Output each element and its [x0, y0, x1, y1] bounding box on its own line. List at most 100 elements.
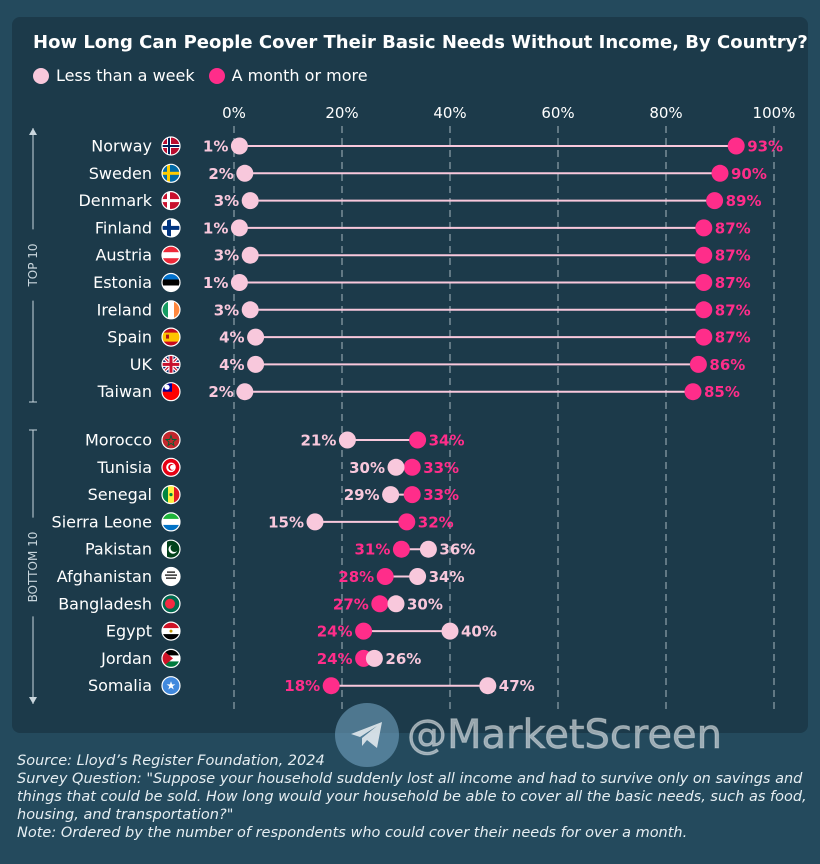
watermark: @MarketScreen	[335, 703, 723, 767]
dot-month-or-more	[376, 568, 394, 585]
dot-month-or-more	[695, 274, 713, 291]
flag-taiwan-icon	[161, 382, 181, 402]
country-label-morocco: Morocco	[85, 431, 152, 450]
country-label-sierra-leone: Sierra Leone	[52, 512, 152, 531]
dot-less-than-week	[247, 328, 265, 346]
value-label-less-than-week: 3%	[214, 192, 239, 210]
dot-less-than-week	[338, 431, 356, 449]
flag-tunisia-icon	[161, 457, 181, 477]
value-label-less-than-week: 15%	[268, 513, 304, 531]
value-label-less-than-week: 30%	[349, 459, 385, 477]
dot-month-or-more	[695, 219, 713, 237]
flag-egypt-icon	[161, 621, 181, 641]
dot-less-than-week	[241, 246, 259, 264]
footer-question: Survey Question: "Suppose your household…	[17, 771, 812, 823]
value-label-less-than-week: 40%	[461, 623, 497, 641]
value-label-month-or-more: 90%	[731, 165, 767, 183]
dot-less-than-week	[230, 274, 248, 291]
value-label-less-than-week: 3%	[214, 301, 239, 319]
value-label-month-or-more: 18%	[284, 677, 320, 695]
value-label-month-or-more: 28%	[338, 568, 374, 586]
dot-month-or-more	[409, 431, 427, 449]
dot-less-than-week	[247, 355, 265, 373]
group-label: BOTTOM 10	[26, 532, 40, 603]
value-label-month-or-more: 34%	[429, 432, 465, 450]
value-label-month-or-more: 87%	[715, 301, 751, 319]
x-tick-label: 20%	[325, 104, 358, 122]
flag-morocco-icon	[161, 430, 181, 450]
value-label-less-than-week: 47%	[499, 677, 535, 695]
value-label-less-than-week: 36%	[439, 541, 475, 559]
dot-month-or-more	[727, 137, 745, 155]
value-label-month-or-more: 85%	[704, 383, 740, 401]
group-label: TOP 10	[26, 243, 40, 287]
legend-label-month-or-more: A month or more	[231, 66, 368, 85]
value-label-month-or-more: 32%	[418, 513, 454, 531]
flag-estonia-icon	[161, 272, 181, 293]
value-label-less-than-week: 2%	[208, 383, 233, 401]
arrow-up-icon	[29, 128, 37, 135]
country-label-uk: UK	[130, 355, 153, 374]
value-label-month-or-more: 93%	[747, 138, 783, 156]
country-label-egypt: Egypt	[106, 622, 152, 641]
dot-month-or-more	[695, 246, 713, 264]
legend-label-less-than-week: Less than a week	[56, 66, 195, 85]
x-tick-label: 0%	[222, 104, 246, 122]
value-label-less-than-week: 4%	[219, 329, 244, 347]
dot-month-or-more	[322, 677, 340, 695]
dot-month-or-more	[371, 595, 389, 613]
country-label-norway: Norway	[91, 137, 152, 156]
country-label-taiwan: Taiwan	[97, 382, 152, 401]
dot-less-than-week	[236, 383, 254, 401]
country-label-ireland: Ireland	[97, 300, 152, 319]
legend: Less than a week A month or more	[33, 66, 382, 85]
x-tick-label: 100%	[753, 104, 796, 122]
value-label-month-or-more: 27%	[333, 595, 369, 613]
flag-denmark-icon	[161, 191, 181, 211]
value-label-month-or-more: 87%	[715, 274, 751, 292]
value-label-month-or-more: 87%	[715, 219, 751, 237]
dot-month-or-more	[695, 301, 713, 319]
value-label-month-or-more: 31%	[354, 541, 390, 559]
dot-less-than-week	[230, 219, 248, 237]
legend-item-month-or-more: A month or more	[208, 66, 368, 85]
footer-note: Note: Ordered by the number of responden…	[17, 825, 688, 841]
dot-less-than-week	[241, 192, 259, 210]
dot-less-than-week	[230, 137, 248, 155]
dot-less-than-week	[479, 677, 497, 695]
country-label-austria: Austria	[95, 246, 152, 265]
value-label-less-than-week: 1%	[203, 219, 228, 237]
dot-month-or-more	[695, 328, 713, 346]
value-label-month-or-more: 24%	[317, 623, 353, 641]
country-label-spain: Spain	[107, 328, 152, 347]
value-label-less-than-week: 26%	[385, 650, 421, 668]
value-label-less-than-week: 2%	[208, 165, 233, 183]
dot-less-than-week	[241, 301, 259, 319]
flag-sweden-icon	[161, 163, 181, 183]
value-label-less-than-week: 1%	[203, 274, 228, 292]
flag-afghanistan-icon	[161, 566, 181, 587]
x-tick-label: 60%	[541, 104, 574, 122]
flag-austria-icon	[161, 245, 181, 265]
dot-month-or-more	[706, 192, 724, 210]
value-label-less-than-week: 4%	[219, 356, 244, 374]
country-label-finland: Finland	[95, 218, 152, 237]
country-label-jordan: Jordan	[100, 649, 152, 668]
country-label-bangladesh: Bangladesh	[58, 594, 152, 613]
watermark-text: @MarketScreen	[406, 712, 723, 759]
flag-senegal-icon	[161, 485, 181, 505]
flag-pakistan-icon	[161, 539, 181, 559]
country-label-tunisia: Tunisia	[96, 458, 152, 477]
flag-ireland-icon	[161, 300, 181, 320]
country-label-afghanistan: Afghanistan	[57, 567, 152, 586]
dot-month-or-more	[403, 458, 421, 476]
country-label-pakistan: Pakistan	[85, 540, 152, 559]
value-label-month-or-more: 87%	[715, 247, 751, 265]
flag-bangladesh-icon	[161, 594, 181, 614]
dot-month-or-more	[689, 355, 707, 373]
dot-month-or-more	[711, 164, 729, 182]
flag-uk-icon	[161, 354, 181, 374]
value-label-month-or-more: 89%	[726, 192, 762, 210]
country-label-sweden: Sweden	[89, 164, 152, 183]
dot-month-or-more	[398, 513, 416, 531]
